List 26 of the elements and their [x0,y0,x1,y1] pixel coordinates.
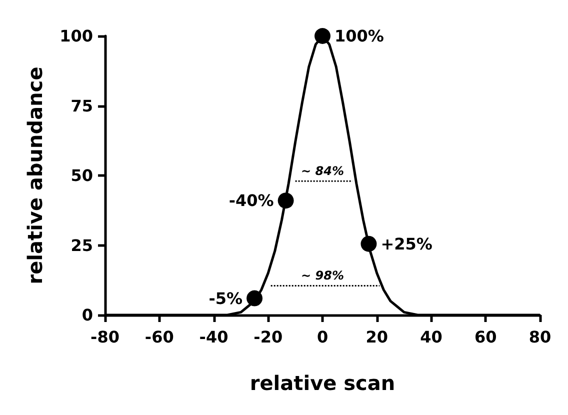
annotation: ~ 84% [301,164,344,178]
point [246,290,263,306]
annotation: -5% [208,288,243,308]
point [360,236,377,252]
y-tick-label: 75 [70,96,93,116]
y-tick-label: 25 [70,236,93,255]
y-tick-label: 100 [60,26,93,46]
x-tick-label: 20 [366,328,388,346]
x-tick-label: 80 [528,328,552,346]
x-tick-label: -80 [90,328,120,346]
x-tick-label: 60 [474,328,497,346]
annotation: 100% [334,26,384,46]
point [314,28,330,44]
point [278,192,294,209]
x-tick-label: -40 [199,328,228,346]
x-axis-title: relative scan [250,371,396,395]
x-tick-label: 0 [316,328,328,346]
x-tick-label: 40 [420,328,442,346]
annotation: ~ 98% [301,268,344,283]
y-tick-label: 50 [70,166,93,185]
annotation: -40% [228,191,274,210]
y-axis-title: relative abundance [23,66,47,284]
y-tick-label: 0 [82,306,93,324]
annotation: +25% [380,234,432,254]
x-tick-label: -20 [254,328,283,346]
x-tick-label: -60 [144,328,174,346]
